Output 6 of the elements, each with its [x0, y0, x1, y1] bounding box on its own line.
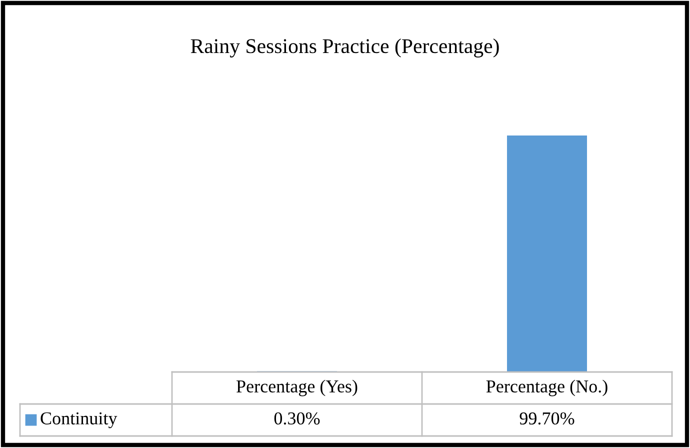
- data-label: 99.70%: [520, 412, 574, 425]
- x-tick-label: Percentage (No.): [486, 380, 608, 396]
- x-tick-label: Percentage (Yes): [236, 380, 358, 396]
- legend-label: Continuity: [40, 412, 118, 428]
- data-label: 0.30%: [274, 412, 320, 425]
- chart-title: Rainy Sessions Practice (Percentage): [190, 38, 499, 58]
